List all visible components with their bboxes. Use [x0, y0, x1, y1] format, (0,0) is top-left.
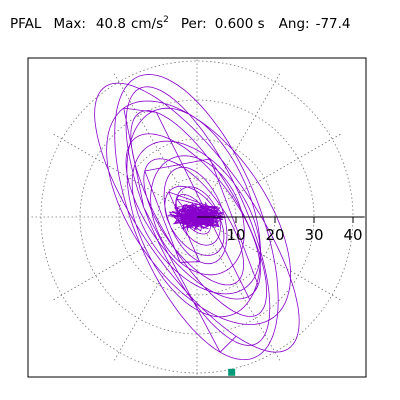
ring-label: 30 [304, 226, 323, 244]
period-label: Per: [180, 16, 207, 32]
trace-path [94, 74, 300, 360]
period-value: 0.600 s [214, 16, 265, 32]
max-value: 40.8 [95, 16, 126, 32]
max-unit: cm/s [130, 16, 164, 32]
motion-trace [94, 74, 300, 360]
max-unit-exponent: 2 [163, 15, 169, 25]
max-point-marker [228, 368, 236, 376]
max-label: Max: [53, 16, 86, 32]
ring-label: 10 [226, 226, 245, 244]
station-code: PFAL [10, 16, 42, 32]
max-marker-group [228, 368, 236, 376]
ring-labels: 10 20 30 40 [226, 226, 362, 244]
ring-label: 20 [265, 226, 284, 244]
angle-label: Ang: [278, 16, 310, 32]
angle-value: -77.4 [315, 16, 351, 32]
radial-axis [197, 216, 365, 223]
chart-header: PFAL Max: 40.8 cm/s2 Per: 0.600 s Ang: -77.4 [10, 14, 351, 36]
ring-label: 40 [343, 226, 362, 244]
